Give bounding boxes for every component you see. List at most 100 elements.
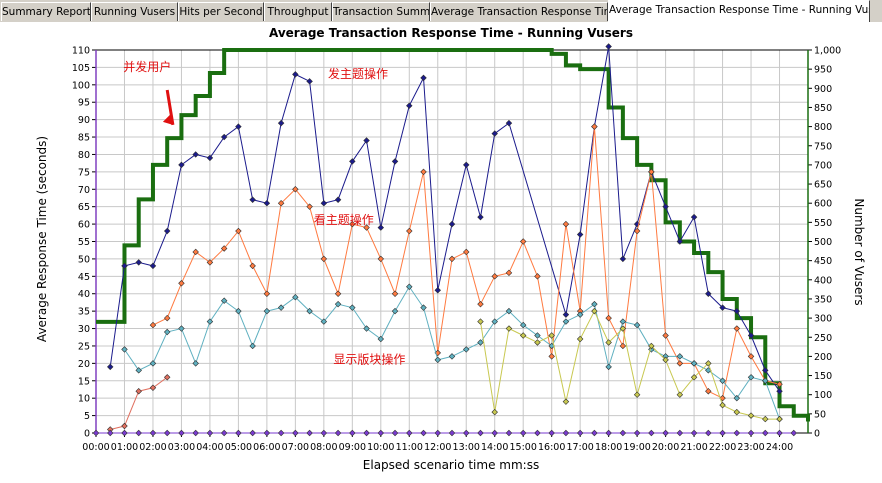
data-point: [676, 391, 684, 398]
x-tick-label: 12:00: [424, 442, 451, 453]
series-line-4: [479, 309, 780, 420]
chart-svg: Average Transaction Response Time - Runn…: [35, 26, 866, 472]
data-point: [107, 429, 114, 437]
tab-5[interactable]: Transaction Summary: [332, 2, 430, 21]
data-point: [491, 429, 498, 437]
data-point: [391, 158, 399, 165]
x-tick-label: 23:00: [737, 442, 764, 453]
x-tick-label: 24:00: [766, 442, 793, 453]
tab-6[interactable]: Average Transaction Response Time: [430, 2, 608, 21]
data-point: [548, 429, 555, 437]
y2-tick-label: 650: [814, 180, 832, 191]
tab-3[interactable]: Hits per Second: [178, 2, 264, 21]
data-point: [690, 213, 698, 221]
data-point: [434, 429, 441, 437]
tab-4[interactable]: Throughput: [264, 2, 332, 21]
data-point: [633, 227, 641, 235]
data-point: [121, 262, 128, 270]
tab-7[interactable]: Average Transaction Response Time - Runn…: [608, 0, 870, 22]
y2-tick-label: 100: [814, 390, 832, 401]
data-point: [690, 360, 698, 367]
y2-tick-label: 700: [814, 160, 832, 171]
data-point: [633, 321, 641, 329]
y-tick-label: 80: [78, 150, 90, 161]
x-axis-label: Elapsed scenario time mm:ss: [363, 458, 539, 472]
data-point: [135, 367, 142, 374]
data-point: [406, 429, 413, 437]
tab-bar: Summary Report Running Vusers Hits per Sec…: [0, 0, 882, 23]
data-point: [277, 429, 285, 437]
tab-1[interactable]: Summary Report: [1, 2, 91, 21]
y2-tick-label: 350: [814, 294, 832, 305]
data-point: [619, 342, 627, 350]
data-point: [477, 300, 484, 308]
y2-tick-label: 1,000: [814, 46, 841, 57]
data-point: [776, 381, 783, 388]
data-point: [648, 342, 655, 350]
data-point: [591, 429, 598, 437]
data-point: [705, 387, 712, 395]
data-point: [719, 394, 726, 402]
annotation-arrow-head: [162, 114, 173, 125]
y2-tick-label: 750: [814, 141, 832, 152]
tab-2[interactable]: Running Vusers: [91, 2, 178, 21]
y-tick-label: 25: [78, 341, 90, 352]
data-point: [391, 307, 399, 315]
data-point: [519, 321, 527, 329]
data-point: [406, 227, 413, 235]
y-tick-label: 95: [78, 98, 90, 109]
data-point: [747, 374, 755, 381]
data-point: [206, 318, 214, 325]
data-point: [178, 161, 185, 169]
data-point: [548, 353, 555, 360]
y-tick-label: 55: [78, 237, 90, 248]
x-tick-label: 21:00: [680, 442, 707, 453]
data-point: [776, 415, 783, 423]
data-point: [662, 332, 669, 339]
data-point: [534, 332, 541, 339]
y2-tick-label: 950: [814, 65, 832, 76]
data-point: [391, 429, 399, 437]
x-tick-label: 19:00: [623, 442, 650, 453]
y-tick-label: 105: [72, 63, 90, 74]
data-point: [334, 429, 342, 437]
data-point: [505, 325, 513, 332]
data-point: [519, 332, 527, 339]
data-point: [776, 429, 783, 437]
data-point: [163, 328, 171, 336]
y-tick-label: 85: [78, 133, 90, 144]
data-point: [633, 429, 641, 437]
data-point: [491, 130, 498, 137]
data-point: [733, 408, 741, 416]
data-point: [776, 387, 783, 395]
data-point: [477, 213, 484, 221]
data-point: [163, 429, 171, 437]
data-point: [762, 377, 769, 384]
data-point: [591, 300, 598, 308]
y-tick-label: 0: [84, 429, 90, 440]
data-point: [605, 43, 612, 50]
data-point: [477, 318, 484, 325]
annotation-arrow-line: [165, 89, 175, 126]
data-point: [263, 307, 271, 315]
data-point: [377, 224, 385, 231]
data-point: [306, 78, 313, 85]
data-point: [220, 245, 228, 252]
data-point: [149, 384, 157, 391]
data-point: [220, 429, 228, 437]
data-point: [235, 123, 242, 130]
annotation-label: 发主题操作: [328, 66, 388, 81]
data-point: [377, 255, 385, 263]
data-point: [377, 335, 385, 343]
data-point: [562, 311, 570, 318]
data-point: [705, 360, 712, 367]
data-point: [747, 353, 755, 360]
data-point: [576, 231, 584, 238]
annotation-label: 显示版块操作: [333, 351, 405, 366]
y-tick-label: 20: [78, 359, 90, 370]
data-point: [690, 429, 698, 437]
data-point: [192, 429, 199, 437]
data-point: [463, 429, 470, 437]
data-point: [192, 248, 199, 256]
data-point: [605, 429, 612, 437]
